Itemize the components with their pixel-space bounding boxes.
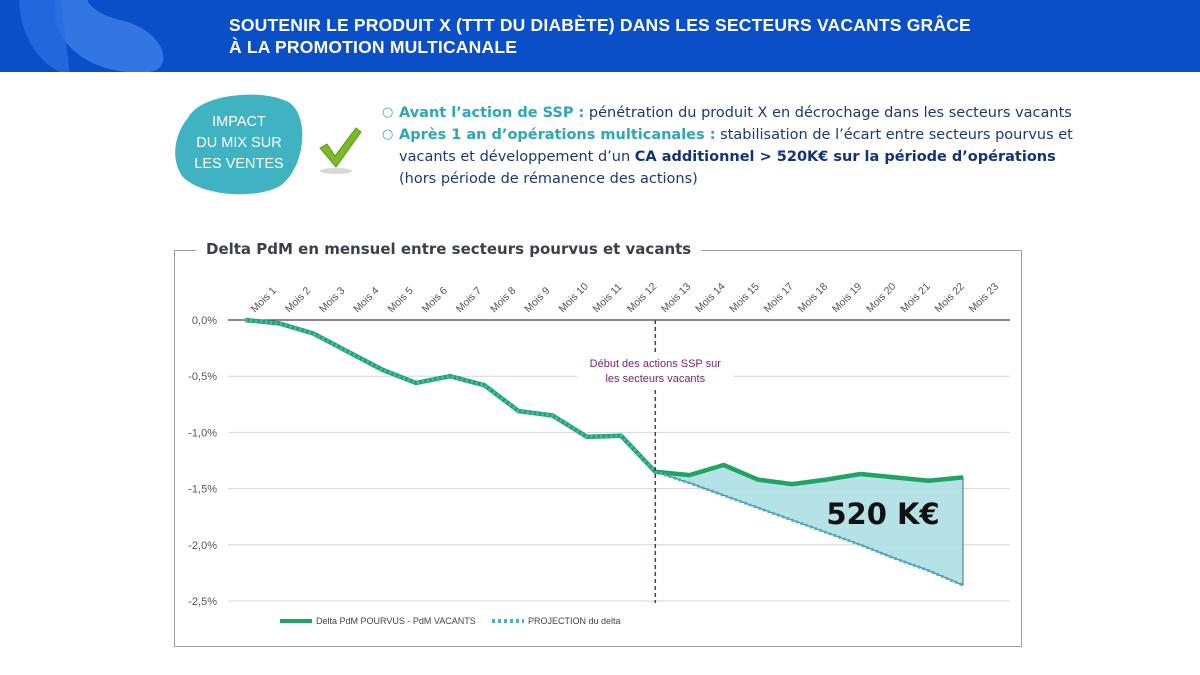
series-line-delta — [244, 317, 964, 487]
annotation-label-line-1: Début des actions SSP sur — [590, 358, 722, 370]
x-tick-label: Mois 13 — [659, 281, 694, 316]
x-tick-label: Mois 21 — [898, 281, 933, 316]
x-tick-label: Mois 3 — [317, 285, 347, 315]
x-tick-label: Mois 22 — [932, 281, 967, 316]
x-tick-label: Mois 1 — [249, 285, 279, 315]
x-tick-label: Mois 15 — [727, 281, 762, 316]
x-tick-label: Mois 14 — [693, 281, 728, 316]
gap-area-label: 520 K€ — [826, 497, 939, 531]
x-tick-label: Mois 4 — [351, 285, 381, 315]
legend-label-delta: Delta PdM POURVUS - PdM VACANTS — [316, 616, 476, 626]
y-tick-label: -0,5% — [188, 371, 217, 383]
check-icon — [319, 127, 362, 174]
bullet-circle-icon: ○ — [382, 105, 394, 120]
x-tick-label: Mois 10 — [556, 281, 591, 316]
x-tick-label: Mois 20 — [864, 281, 899, 316]
annotation-bg — [577, 353, 734, 389]
key-point-after-text: stabilisation de l’écart entre secteurs … — [399, 127, 1073, 165]
impact-badge — [175, 94, 303, 195]
x-tick-label: Mois 9 — [522, 285, 552, 315]
page-title-line-2: À LA PROMOTION MULTICANALE — [229, 37, 518, 57]
key-point-after-text-end: (hors période de rémanence des actions) — [399, 171, 698, 187]
chart-title: Delta PdM en mensuel entre secteurs pour… — [196, 239, 702, 259]
impact-badge-text: IMPACT DU MIX SUR LES VENTES — [178, 112, 300, 175]
page-title: SOUTENIR LE PRODUIT X (TTT DU DIABÈTE) D… — [229, 14, 1129, 58]
impact-line-3: LES VENTES — [194, 156, 284, 172]
series-line-projection — [244, 318, 964, 587]
key-point-after: ○ Après 1 an d’opérations multicanales :… — [382, 124, 1082, 190]
y-tick-label: -2,5% — [188, 596, 217, 608]
key-point-after-label: Après 1 an d’opérations multicanales : — [399, 127, 716, 143]
key-point-before-text: pénétration du produit X en décrochage d… — [584, 105, 1072, 121]
impact-line-1: IMPACT — [212, 114, 266, 130]
x-tick-label: Mois 6 — [420, 285, 450, 315]
x-tick-label: Mois 5 — [385, 285, 415, 315]
y-tick-label: -1,0% — [188, 427, 217, 439]
x-tick-label: Mois 17 — [761, 281, 796, 316]
x-tick-label: Mois 2 — [283, 285, 313, 315]
x-tick-label: Mois 19 — [830, 281, 865, 316]
annotation-label-line-2: les secteurs vacants — [605, 373, 705, 385]
legend-label-projection: PROJECTION du delta — [528, 616, 621, 626]
x-tick-label: Mois 18 — [796, 281, 831, 316]
y-tick-label: -2,0% — [188, 540, 217, 552]
page-title-line-1: SOUTENIR LE PRODUIT X (TTT DU DIABÈTE) D… — [229, 15, 971, 35]
x-tick-label: Mois 12 — [625, 281, 660, 316]
x-tick-label: Mois 8 — [488, 285, 518, 315]
y-tick-label: -1,5% — [188, 484, 217, 496]
bullet-circle-icon: ○ — [382, 127, 394, 142]
header-banner: SOUTENIR LE PRODUIT X (TTT DU DIABÈTE) D… — [0, 0, 1200, 72]
impact-line-2: DU MIX SUR — [196, 135, 282, 151]
x-tick-label: Mois 23 — [967, 281, 1002, 316]
key-point-after-highlight: CA additionnel > 520K€ sur la période d’… — [634, 149, 1056, 165]
x-tick-label: Mois 7 — [454, 285, 484, 315]
x-tick-label: Mois 11 — [591, 281, 625, 315]
y-tick-label: 0,0% — [192, 315, 217, 327]
header-logo-shape — [19, 0, 164, 72]
key-point-before: ○ Avant l’action de SSP : pénétration du… — [382, 102, 1082, 124]
key-points-list: ○ Avant l’action de SSP : pénétration du… — [382, 102, 1082, 190]
key-point-before-label: Avant l’action de SSP : — [399, 105, 585, 121]
